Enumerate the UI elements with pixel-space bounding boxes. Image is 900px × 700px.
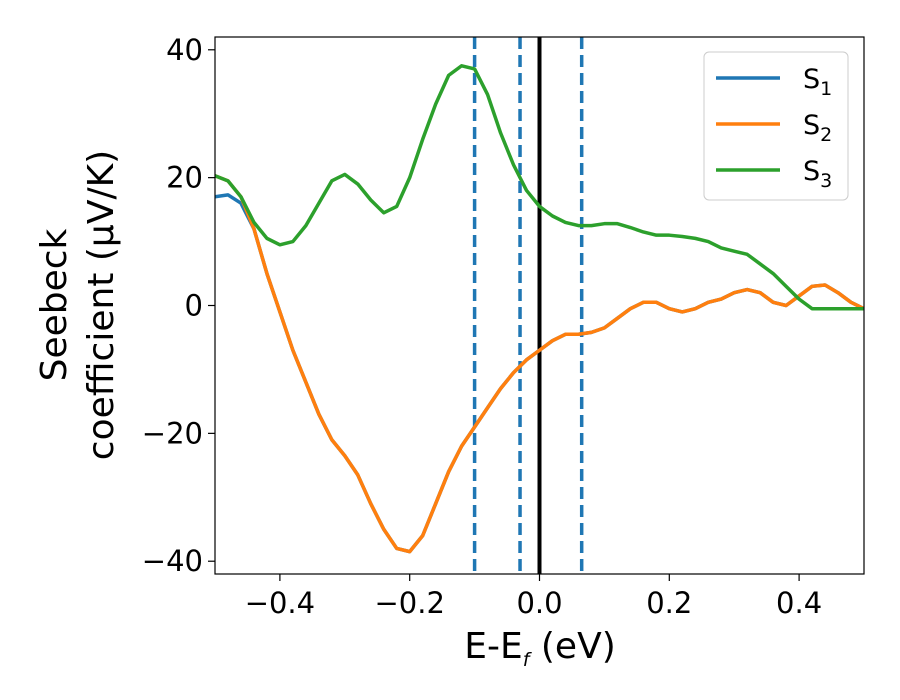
x-tick-label: 0.2 [646,586,692,620]
x-axis-label: E-Ef (eV) [464,626,616,671]
y-tick-label: −40 [142,544,203,578]
legend: S1 S2 S3 [703,51,849,201]
y-tick-label: 0 [185,289,203,323]
legend-label-s1: S1 [803,64,832,100]
series-line-s3 [215,64,864,311]
x-tick-label: −0.4 [245,586,315,620]
series-line-s2 [215,173,864,554]
y-axis-label-line2: coefficient (μV/K) [81,150,122,460]
legend-label-s2: S2 [803,110,832,146]
x-tick-label: −0.2 [374,586,444,620]
y-axis-label-line1: Seebeck [34,228,75,381]
y-tick-label: −20 [142,416,203,450]
legend-label-s3: S3 [803,156,832,192]
x-tick-label: 0.4 [776,586,822,620]
x-tick-label: 0.0 [516,586,562,620]
legend-box [703,51,849,201]
y-tick-label: 20 [166,161,203,195]
y-tick-label: 40 [166,33,203,67]
